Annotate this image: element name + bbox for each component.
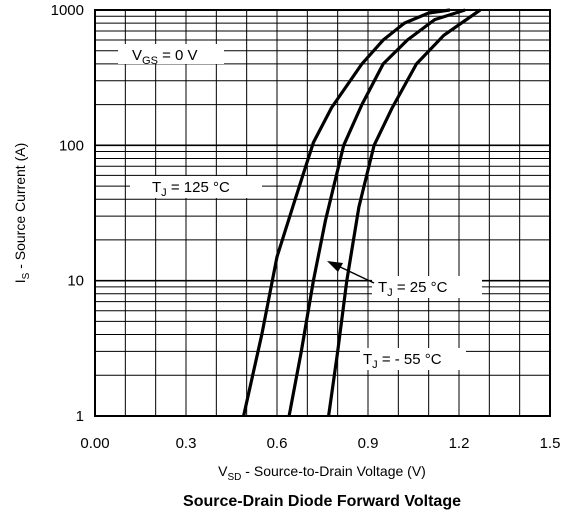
x-tick-label: 1.5 [540,435,561,452]
y-tick-label: 1 [76,408,84,425]
x-axis-label: VSD - Source-to-Drain Voltage (V) [218,463,426,483]
y-axis-label: IS - Source Current (A) [12,143,32,284]
y-tick-label: 10 [67,273,84,290]
plot-frame [94,9,551,417]
series-line-tj125 [242,8,451,417]
vgs-label-bg [118,44,224,64]
tick-labels: 0.00 0.3 0.6 0.9 1.2 1.5 1 10 100 1000 [51,2,561,452]
series-line-tjm55 [327,8,482,417]
tj25-arrow-line [335,264,375,284]
vgs-annotation: VGS = 0 V [132,47,198,67]
tj125-annotation: TJ = 125 °C [152,179,230,199]
x-tick-label: 0.6 [267,435,288,452]
major-gridlines [95,9,550,417]
x-tick-label: 0.3 [176,435,197,452]
x-tick-label: 0.9 [358,435,379,452]
y-tick-label: 100 [59,137,84,154]
y-tick-label: 1000 [51,2,84,19]
chart-title: Source-Drain Diode Forward Voltage [183,493,461,510]
tjm55-annotation: TJ = - 55 °C [363,351,442,371]
series-line-tj25 [287,8,466,417]
series-layer [242,8,482,417]
x-tick-label: 1.2 [449,435,470,452]
tj125-label-bg [130,176,262,198]
tj25-annotation: TJ = 25 °C [378,279,448,299]
tjm55-label-bg [360,348,466,370]
tj25-label-bg [372,276,482,298]
x-tick-label: 0.00 [80,435,109,452]
tj25-arrow-head [327,261,343,272]
